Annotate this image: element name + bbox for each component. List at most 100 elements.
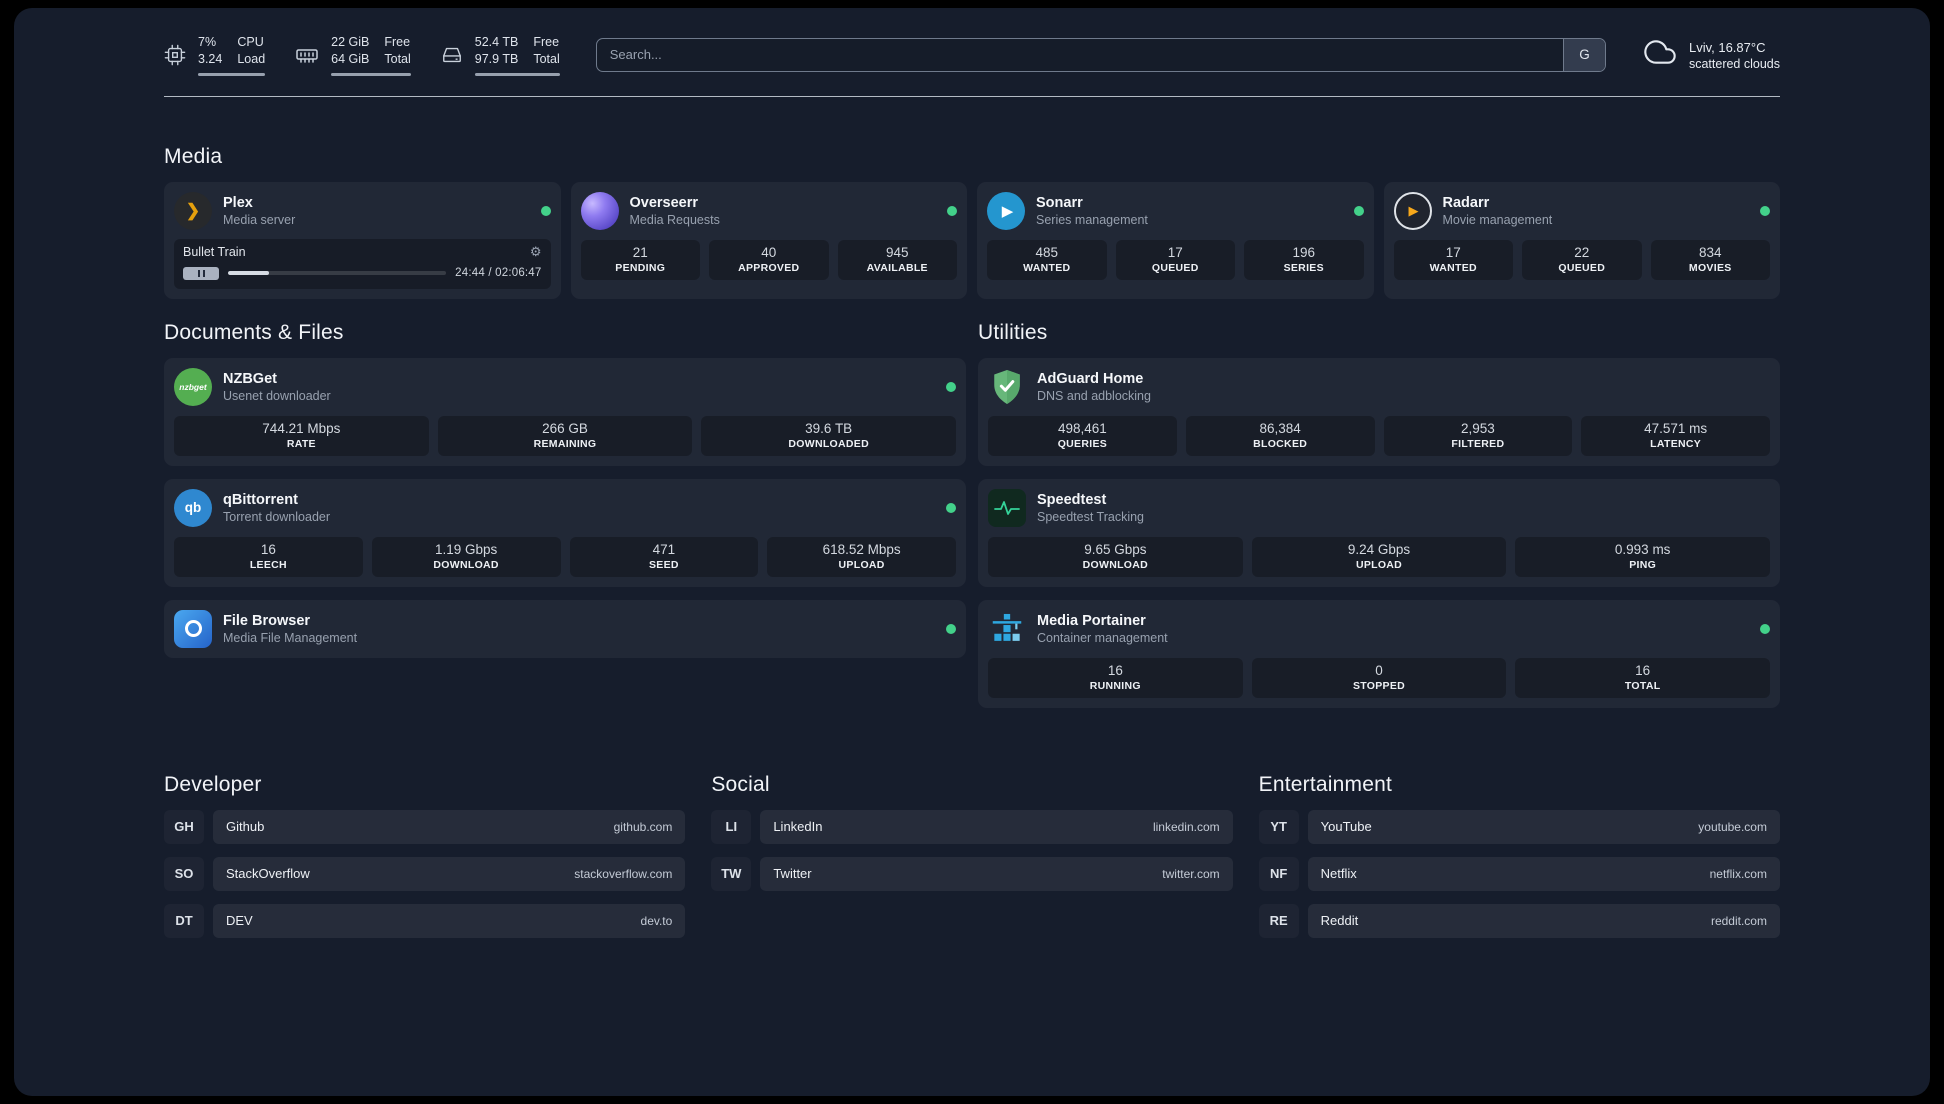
service-subtitle: Media File Management [223,631,358,646]
section-title-social: Social [711,772,770,796]
stat-queued: 17 QUEUED [1115,239,1235,280]
service-name: Plex [223,195,253,212]
service-subtitle: Torrent downloader [223,510,331,525]
disk-total-value: 97.9 TB [474,51,519,66]
resource-widget-cpu: 7% 3.24 CPU Load [164,34,266,76]
bookmark-url: linkedin.com [1152,819,1220,834]
pause-button[interactable] [183,266,219,280]
stat-pending: 21 PENDING [580,239,700,280]
service-card-speedtest[interactable]: Speedtest Speedtest Tracking 9.65 Gbps D… [978,478,1780,587]
section-utilities: Utilities AdGuard Home DNS and adblockin… [978,321,1780,721]
bookmark-dev[interactable]: DT DEV dev.to [164,903,686,938]
weather-widget[interactable]: Lviv, 16.87°C scattered clouds [1642,36,1780,73]
disk-labels: Free Total [533,34,559,68]
service-subtitle: Media server [223,213,296,228]
service-card-sonarr[interactable]: ▶ Sonarr Series management 485 WANTED 17… [977,181,1374,299]
bookmark-reddit[interactable]: RE Reddit reddit.com [1259,903,1780,938]
stat-series: 196 SERIES [1244,239,1364,280]
bookmark-linkedin[interactable]: LI LinkedIn linkedin.com [711,809,1233,844]
service-card-adguard[interactable]: AdGuard Home DNS and adblocking 498,461 … [978,357,1780,466]
search-bar: G [595,37,1606,72]
service-card-filebrowser[interactable]: File Browser Media File Management [164,599,966,658]
disk-values: 52.4 TB 97.9 TB [475,34,519,68]
section-title-documents: Documents & Files [164,320,344,344]
memory-values: 22 GiB 64 GiB [331,34,369,68]
qbittorrent-icon: qb [174,488,212,527]
bookmark-twitter[interactable]: TW Twitter twitter.com [711,856,1233,891]
stat-upload: 618.52 Mbps UPLOAD [767,536,956,577]
bookmarks: Developer GH Github github.com SO StackO… [164,773,1780,991]
bookmark-netflix[interactable]: NF Netflix netflix.com [1259,856,1780,891]
stat-latency: 47.571 ms LATENCY [1581,415,1770,456]
stat-queries: 498,461 QUERIES [988,415,1177,456]
stat-rate: 744.21 Mbps RATE [174,415,429,456]
service-card-qbittorrent[interactable]: qb qBittorrent Torrent downloader 16 LEE… [164,478,966,587]
bookmark-abbr: GH [164,810,204,844]
stat-total: 16 TOTAL [1515,657,1771,698]
plex-icon: ❯ [174,191,212,230]
gear-icon[interactable]: ⚙ [529,244,542,260]
weather-condition: scattered clouds [1688,56,1780,71]
cpu-label: CPU [237,35,264,49]
disk-free-value: 52.4 TB [474,35,519,49]
status-dot-online [946,381,956,392]
service-card-radarr[interactable]: ▶ Radarr Movie management 17 WANTED 22 Q… [1383,181,1780,299]
service-card-portainer[interactable]: Media Portainer Container management 16 … [978,599,1780,708]
status-dot-online [1353,205,1364,216]
stat-leech: 16 LEECH [174,536,363,577]
playback-progress-fill [228,271,270,276]
plex-now-playing: Bullet Train ⚙ 24:44 / 02:06:47 [174,238,551,289]
search-input[interactable] [596,38,1563,71]
section-media: Media ❯ Plex Media server Bullet Train ⚙ [164,145,1780,299]
topbar-divider [164,95,1780,97]
service-subtitle: Speedtest Tracking [1037,510,1145,525]
section-documents: Documents & Files nzbget NZBGet Usenet d… [164,321,966,671]
bookmark-abbr: NF [1259,857,1299,891]
overseerr-icon [580,191,619,230]
status-dot-online [540,205,551,216]
speedtest-icon [988,488,1026,527]
status-dot-online [946,623,956,634]
bookmark-name: Reddit [1320,913,1359,929]
service-name: qBittorrent [223,492,298,509]
playback-progress[interactable] [228,271,447,276]
bookmark-name: Twitter [773,866,812,882]
bookmark-name: YouTube [1320,819,1372,835]
cloud-icon [1642,36,1678,73]
bookmark-url: stackoverflow.com [574,866,673,881]
section-title-media: Media [164,144,223,168]
media-grid: ❯ Plex Media server Bullet Train ⚙ [164,181,1780,299]
sonarr-icon: ▶ [987,191,1025,230]
bookmark-url: reddit.com [1710,913,1767,928]
service-card-plex[interactable]: ❯ Plex Media server Bullet Train ⚙ [164,181,561,299]
bookmark-name: Github [226,819,265,835]
stat-queued: 22 QUEUED [1522,239,1642,280]
search-provider-button[interactable]: G [1562,38,1605,71]
stat-blocked: 86,384 BLOCKED [1185,415,1375,456]
stat-approved: 40 APPROVED [709,239,829,280]
topbar: 7% 3.24 CPU Load [164,34,1780,76]
cpu-usage-value: 7% [198,35,217,49]
free-label: Free [533,35,560,49]
service-subtitle: Usenet downloader [223,389,331,404]
disk-bar [474,72,560,76]
bookmark-stackoverflow[interactable]: SO StackOverflow stackoverflow.com [164,856,686,891]
service-name: Radarr [1442,195,1490,212]
stat-stopped: 0 STOPPED [1251,657,1507,698]
service-subtitle: DNS and adblocking [1037,389,1151,404]
nzbget-icon: nzbget [174,367,212,406]
stat-downloaded: 39.6 TB DOWNLOADED [701,415,957,456]
bookmark-abbr: RE [1259,904,1299,938]
status-dot-online [946,502,956,513]
playback-time: 24:44 / 02:06:47 [455,267,542,280]
stat-ping: 0.993 ms PING [1515,536,1771,577]
service-name: Overseerr [629,195,699,212]
free-label: Free [384,35,411,49]
stat-download: 9.65 Gbps DOWNLOAD [988,536,1243,577]
bookmark-youtube[interactable]: YT YouTube youtube.com [1259,809,1780,844]
stat-remaining: 266 GB REMAINING [437,415,693,456]
bookmark-github[interactable]: GH Github github.com [164,809,686,844]
disk-icon [441,44,463,66]
service-card-nzbget[interactable]: nzbget NZBGet Usenet downloader 744.21 M… [164,357,966,466]
service-card-overseerr[interactable]: Overseerr Media Requests 21 PENDING 40 A… [570,181,967,299]
